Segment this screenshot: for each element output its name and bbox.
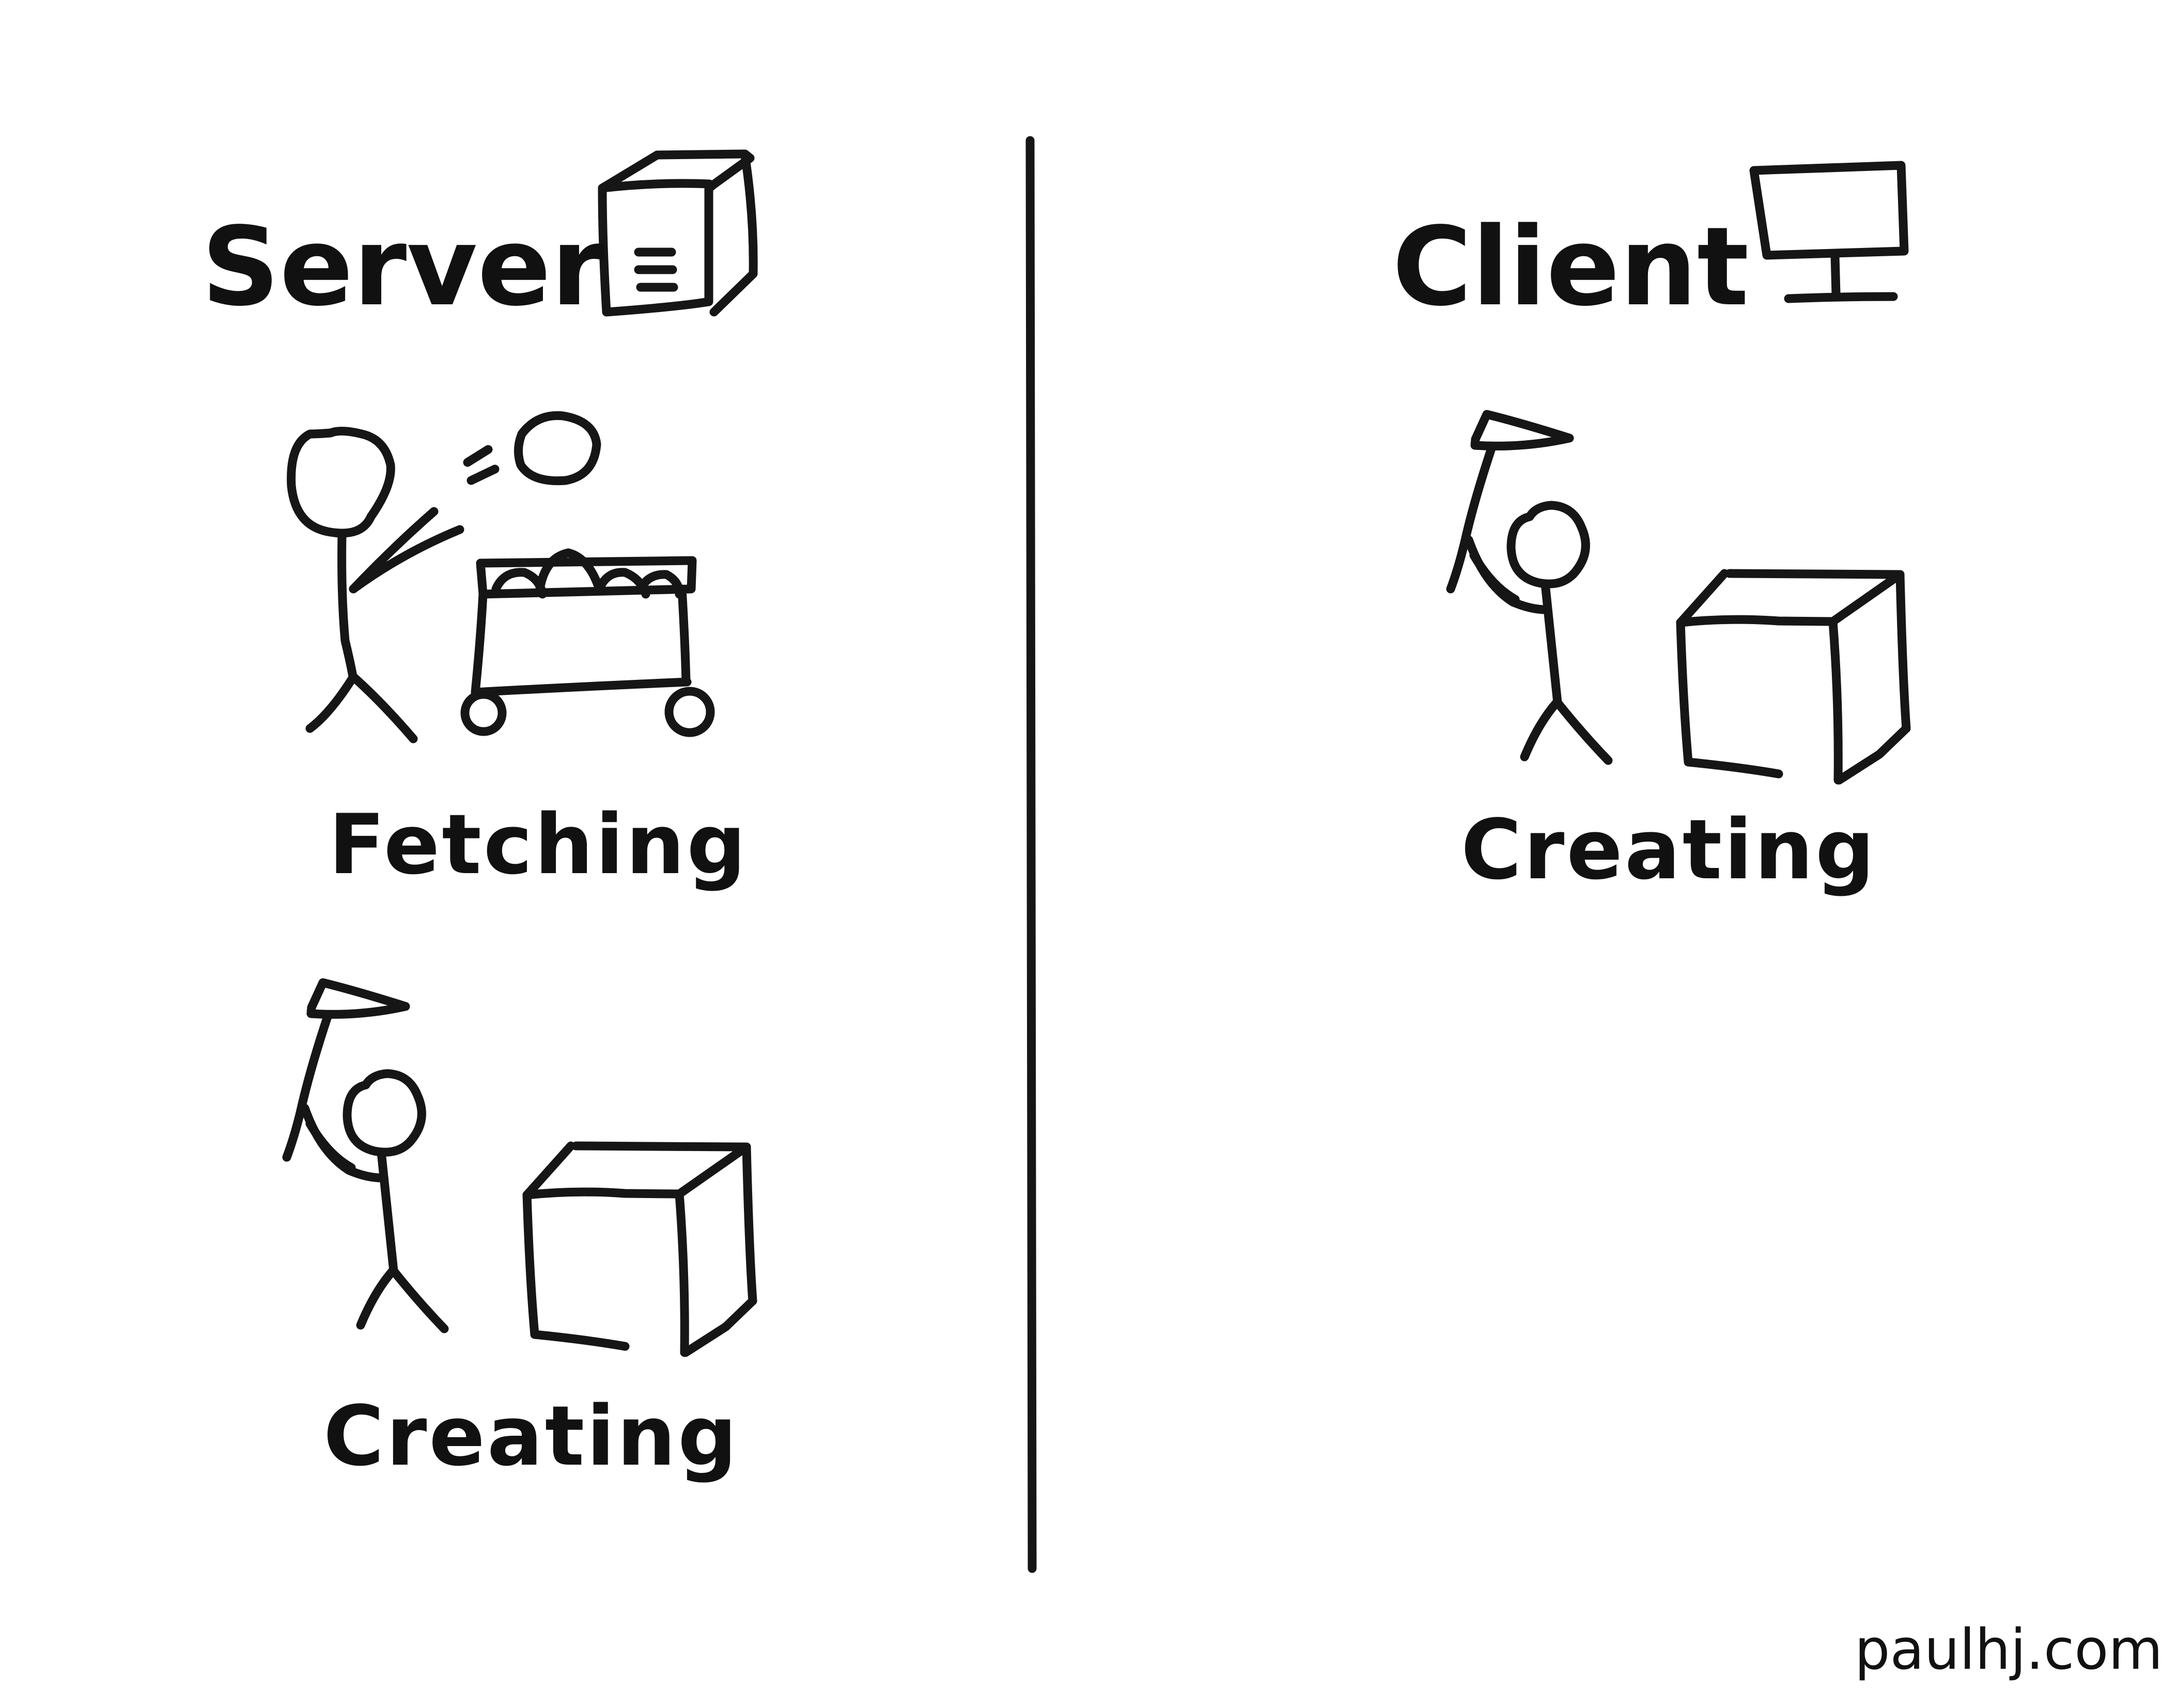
stick-figure-hammering-box-icon [287,983,753,1353]
stick-figure-hammering-box-icon [1451,414,1906,780]
client-creating-caption: Creating [1461,801,1877,898]
site-credit: paulhj.com [1855,1618,2163,1682]
column-divider [1025,136,1037,1573]
server-heading: Server [201,204,605,330]
server-fetching-caption: Fetching [329,796,748,893]
client-heading: Client [1392,204,1749,330]
monitor-icon [1749,161,1909,303]
server-creating-caption: Creating [323,1388,739,1484]
stick-figure-fetching-cart-icon [287,411,715,743]
server-tower-icon [598,149,758,317]
